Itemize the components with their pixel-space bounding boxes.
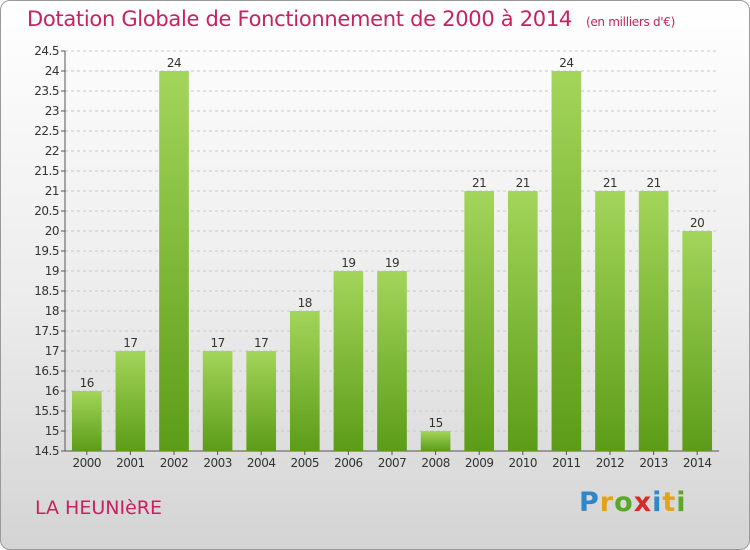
y-tick-label: 19 bbox=[45, 264, 59, 278]
x-tick-label: 2006 bbox=[334, 456, 363, 470]
y-tick-label: 22 bbox=[45, 144, 59, 158]
x-tick-label: 2005 bbox=[291, 456, 320, 470]
bar-value-label: 17 bbox=[123, 336, 137, 350]
x-tick-label: 2013 bbox=[639, 456, 668, 470]
x-tick-label: 2011 bbox=[552, 456, 581, 470]
logo-letter: i bbox=[652, 487, 663, 518]
bar bbox=[507, 191, 538, 451]
bar-value-label: 19 bbox=[385, 256, 399, 270]
y-tick-label: 20.5 bbox=[34, 204, 59, 218]
x-tick-label: 2001 bbox=[116, 456, 145, 470]
x-tick-label: 2008 bbox=[421, 456, 450, 470]
y-tick-label: 17 bbox=[45, 344, 59, 358]
bar bbox=[595, 191, 625, 451]
bar bbox=[71, 391, 102, 451]
bar-value-label: 17 bbox=[210, 336, 224, 350]
bar-value-label: 16 bbox=[80, 376, 94, 390]
bar bbox=[551, 71, 582, 451]
bar bbox=[420, 431, 451, 451]
y-tick-label: 21.5 bbox=[34, 164, 59, 178]
bar bbox=[464, 191, 495, 451]
y-tick-label: 16.5 bbox=[34, 364, 59, 378]
y-tick-label: 23 bbox=[45, 104, 59, 118]
y-tick-label: 24 bbox=[45, 64, 59, 78]
y-tick-label: 23.5 bbox=[34, 84, 59, 98]
chart-title-text: Dotation Globale de Fonctionnement de 20… bbox=[27, 7, 572, 31]
y-tick-label: 15.5 bbox=[34, 404, 59, 418]
logo-letter: t bbox=[662, 487, 677, 518]
y-tick-label: 16 bbox=[45, 384, 59, 398]
bar bbox=[115, 351, 146, 451]
bar-value-label: 19 bbox=[341, 256, 355, 270]
y-tick-label: 14.5 bbox=[34, 444, 59, 458]
logo-letter: i bbox=[676, 487, 687, 518]
bar-value-label: 21 bbox=[646, 176, 660, 190]
y-tick-label: 17.5 bbox=[34, 324, 59, 338]
x-tick-label: 2002 bbox=[160, 456, 189, 470]
bar-value-label: 18 bbox=[298, 296, 312, 310]
bar-value-label: 15 bbox=[428, 416, 442, 430]
y-tick-label: 21 bbox=[45, 184, 59, 198]
logo-letter: P bbox=[579, 487, 600, 518]
y-tick-label: 18.5 bbox=[34, 284, 59, 298]
x-tick-label: 2003 bbox=[203, 456, 232, 470]
bar-value-label: 24 bbox=[167, 56, 181, 70]
bar bbox=[159, 71, 189, 451]
logo-letter: r bbox=[599, 487, 615, 518]
y-tick-label: 19.5 bbox=[34, 244, 59, 258]
bar-value-label: 21 bbox=[472, 176, 486, 190]
commune-name: LA HEUNIèRE bbox=[35, 497, 162, 519]
bar-value-label: 20 bbox=[690, 216, 704, 230]
chart-title: Dotation Globale de Fonctionnement de 20… bbox=[27, 7, 675, 31]
bar bbox=[289, 311, 320, 451]
bar-value-label: 21 bbox=[603, 176, 617, 190]
x-tick-label: 2007 bbox=[378, 456, 407, 470]
bar bbox=[638, 191, 669, 451]
logo-letter: x bbox=[633, 487, 653, 518]
bar-value-label: 21 bbox=[516, 176, 530, 190]
y-tick-label: 22.5 bbox=[34, 124, 59, 138]
bar bbox=[682, 231, 713, 451]
x-tick-label: 2004 bbox=[247, 456, 276, 470]
y-tick-label: 20 bbox=[45, 224, 59, 238]
bar-value-label: 24 bbox=[559, 56, 573, 70]
x-tick-label: 2012 bbox=[596, 456, 625, 470]
x-tick-label: 2014 bbox=[683, 456, 712, 470]
chart-unit: (en milliers d'€) bbox=[585, 15, 675, 29]
x-tick-label: 2009 bbox=[465, 456, 494, 470]
bar-value-label: 17 bbox=[254, 336, 268, 350]
bar bbox=[333, 271, 364, 451]
y-tick-label: 18 bbox=[45, 304, 59, 318]
logo-letter: o bbox=[614, 487, 634, 518]
bar bbox=[377, 271, 407, 451]
x-tick-label: 2010 bbox=[509, 456, 538, 470]
y-tick-label: 24.5 bbox=[34, 44, 59, 58]
bar bbox=[246, 351, 277, 451]
x-tick-label: 2000 bbox=[73, 456, 102, 470]
proxiti-logo: Proxiti bbox=[579, 487, 687, 518]
bar bbox=[202, 351, 233, 451]
y-tick-label: 15 bbox=[45, 424, 59, 438]
